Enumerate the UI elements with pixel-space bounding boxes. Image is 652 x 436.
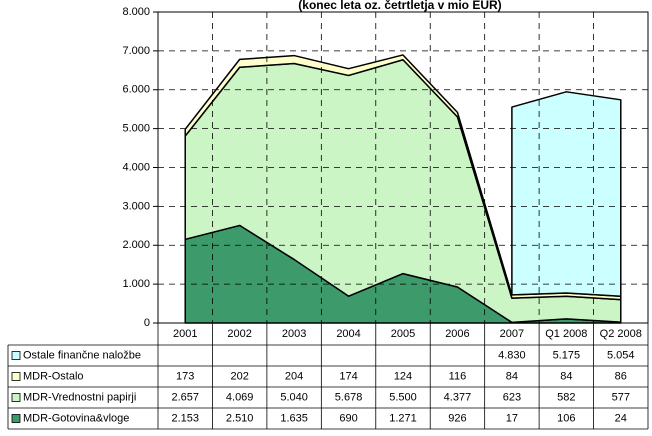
table-value: 2.153 [171,412,199,424]
table-value: 623 [503,391,521,403]
y-tick-label: 6.000 [122,84,150,96]
table-value: 24 [615,412,627,424]
table-value: 5.500 [389,391,417,403]
y-tick-label: 0 [144,317,150,329]
chart-title: (konec leta oz. četrtletja v mio EUR) [298,0,501,12]
area [184,54,622,301]
legend-swatch [11,351,21,360]
y-tick-label: 8.000 [122,6,150,18]
table-value: 1.635 [280,412,308,424]
x-tick-label: 2004 [336,328,360,340]
x-tick-label: 2001 [173,328,197,340]
x-tick-label: 2006 [445,328,469,340]
table-value: 86 [615,370,627,382]
table-value: 174 [339,370,357,382]
table-value: 926 [448,412,466,424]
table-value: 4.830 [498,349,526,361]
table-value: 5.040 [280,391,308,403]
table-value: 577 [612,391,630,403]
table-value: 690 [339,412,357,424]
legend-label: MDR-Gotovina&vloge [23,412,129,424]
y-tick-label: 2.000 [122,239,150,251]
table-value: 2.657 [171,391,199,403]
y-tick-label: 4.000 [122,161,150,173]
table-value: 5.678 [335,391,363,403]
legend-label: MDR-Vrednostni papirji [23,391,136,403]
y-tick-label: 7.000 [122,45,150,57]
table-value: 17 [506,412,518,424]
table-value: 2.510 [226,412,254,424]
table-value: 5.175 [553,349,581,361]
legend-swatch [11,414,21,423]
y-tick-label: 5.000 [122,123,150,135]
legend-swatch [11,372,21,381]
table-value: 5.054 [607,349,635,361]
table-value: 4.069 [226,391,254,403]
table-value: 84 [506,370,518,382]
x-tick-label: Q2 2008 [600,328,642,340]
x-tick-label: 2007 [500,328,524,340]
table-value: 116 [449,370,467,382]
x-tick-label: 2003 [282,328,306,340]
y-tick-label: 3.000 [122,200,150,212]
y-tick-label: 1.000 [122,278,150,290]
table-value: 582 [557,391,575,403]
legend-label: Ostale finančne naložbe [23,349,141,361]
table-value: 4.377 [444,391,472,403]
table-value: 84 [560,370,572,382]
table-value: 1.271 [389,412,417,424]
area [511,91,622,298]
table-value: 202 [230,370,248,382]
x-tick-label: 2005 [391,328,415,340]
table-value: 124 [394,370,412,382]
x-tick-label: Q1 2008 [545,328,587,340]
legend-swatch [11,393,21,402]
x-tick-label: 2002 [227,328,251,340]
table-value: 173 [176,370,194,382]
plot-border [157,11,649,324]
table-value: 106 [557,412,575,424]
table-value: 204 [285,370,303,382]
legend-label: MDR-Ostalo [23,370,84,382]
